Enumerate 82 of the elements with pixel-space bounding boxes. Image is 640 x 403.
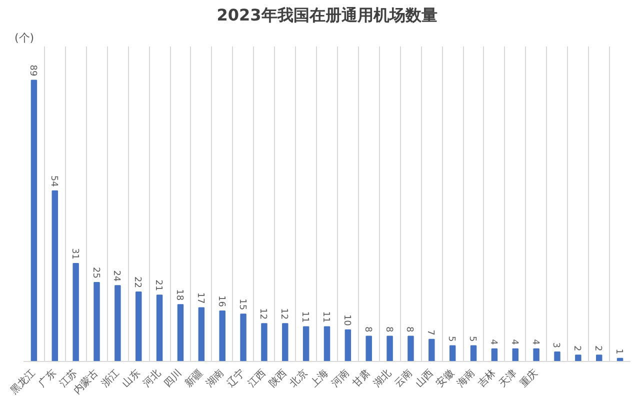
x-tick-label: 广东	[36, 366, 59, 390]
bar	[533, 348, 540, 362]
bar	[282, 323, 288, 362]
bar	[408, 336, 414, 362]
bar	[344, 329, 352, 362]
data-label: 17	[194, 292, 205, 304]
x-tick-label: 河北	[140, 366, 164, 390]
bar	[114, 285, 121, 362]
data-label: 1	[614, 348, 624, 354]
x-tick-label: 安徽	[434, 366, 456, 390]
data-label: 8	[362, 326, 372, 332]
bar	[428, 338, 435, 362]
x-tick-label: 四川	[162, 366, 184, 390]
chart-title: 2023年我国在册通用机场数量	[216, 6, 438, 24]
x-tick-label: 湖北	[371, 366, 394, 390]
bar	[198, 307, 205, 362]
x-tick-label: 上海	[308, 366, 331, 390]
y-axis-title: (个)	[14, 32, 34, 44]
data-label: 12	[258, 308, 268, 320]
data-label: 24	[111, 270, 122, 282]
x-tick-label: 云南	[392, 366, 415, 390]
x-tick-label: 辽宁	[224, 366, 248, 390]
data-label: 25	[90, 267, 100, 278]
data-label: 8	[404, 326, 414, 332]
x-tick-label: 甘肃	[350, 366, 373, 390]
bar	[324, 326, 330, 362]
data-label: 12	[278, 308, 289, 320]
data-label: 4	[488, 339, 498, 346]
bar	[261, 323, 268, 362]
data-label: 11	[300, 311, 310, 323]
x-tick-label: 陕西	[266, 366, 290, 390]
data-label: 10	[341, 314, 352, 326]
data-label: 11	[320, 311, 330, 323]
data-label: 2	[572, 345, 582, 352]
x-tick-label: 山西	[412, 366, 436, 390]
x-tick-label: 天津	[496, 366, 520, 390]
data-label: 4	[530, 339, 540, 346]
data-label: 5	[467, 336, 478, 342]
bar	[302, 326, 310, 362]
bar	[136, 291, 142, 362]
data-label: 31	[69, 248, 80, 260]
x-tick-label: 浙江	[98, 366, 122, 390]
bar	[52, 190, 58, 362]
data-label: 2	[592, 345, 603, 352]
x-tick-label: 河南	[329, 366, 352, 390]
bar	[366, 336, 372, 362]
data-label: 54	[48, 175, 58, 188]
data-label: 15	[236, 298, 247, 310]
bar	[491, 348, 498, 362]
bar	[94, 282, 100, 362]
data-label: 89	[27, 64, 38, 77]
bar	[470, 345, 477, 362]
x-tick-label: 北京	[287, 366, 310, 390]
bar	[156, 294, 163, 362]
data-label: 22	[132, 276, 142, 288]
bar	[386, 336, 393, 362]
x-tick-label: 黑龙江	[8, 366, 38, 397]
x-tick-label: 山东	[120, 366, 143, 390]
data-label: 3	[550, 342, 561, 348]
x-tick-label: 海南	[454, 366, 478, 390]
data-label: 8	[383, 326, 394, 332]
x-tick-label: 新疆	[182, 366, 206, 390]
bar	[72, 263, 79, 362]
bar	[177, 304, 184, 362]
bar	[219, 310, 226, 362]
data-label: 4	[508, 339, 519, 346]
data-label: 18	[174, 289, 184, 301]
data-label: 5	[446, 336, 456, 342]
bar	[554, 352, 560, 362]
bar	[575, 354, 582, 362]
bar	[596, 354, 602, 362]
data-label: 7	[425, 330, 436, 336]
x-tick-label: 重庆	[518, 366, 540, 390]
data-label: 21	[153, 280, 164, 292]
bar	[240, 314, 246, 362]
x-tick-label: 湖南	[204, 366, 226, 390]
x-tick-label: 江西	[245, 366, 268, 390]
x-tick-label: 吉林	[476, 366, 498, 390]
data-label: 16	[216, 295, 226, 308]
bar	[449, 345, 456, 362]
bar	[512, 348, 518, 362]
bar	[30, 80, 38, 362]
